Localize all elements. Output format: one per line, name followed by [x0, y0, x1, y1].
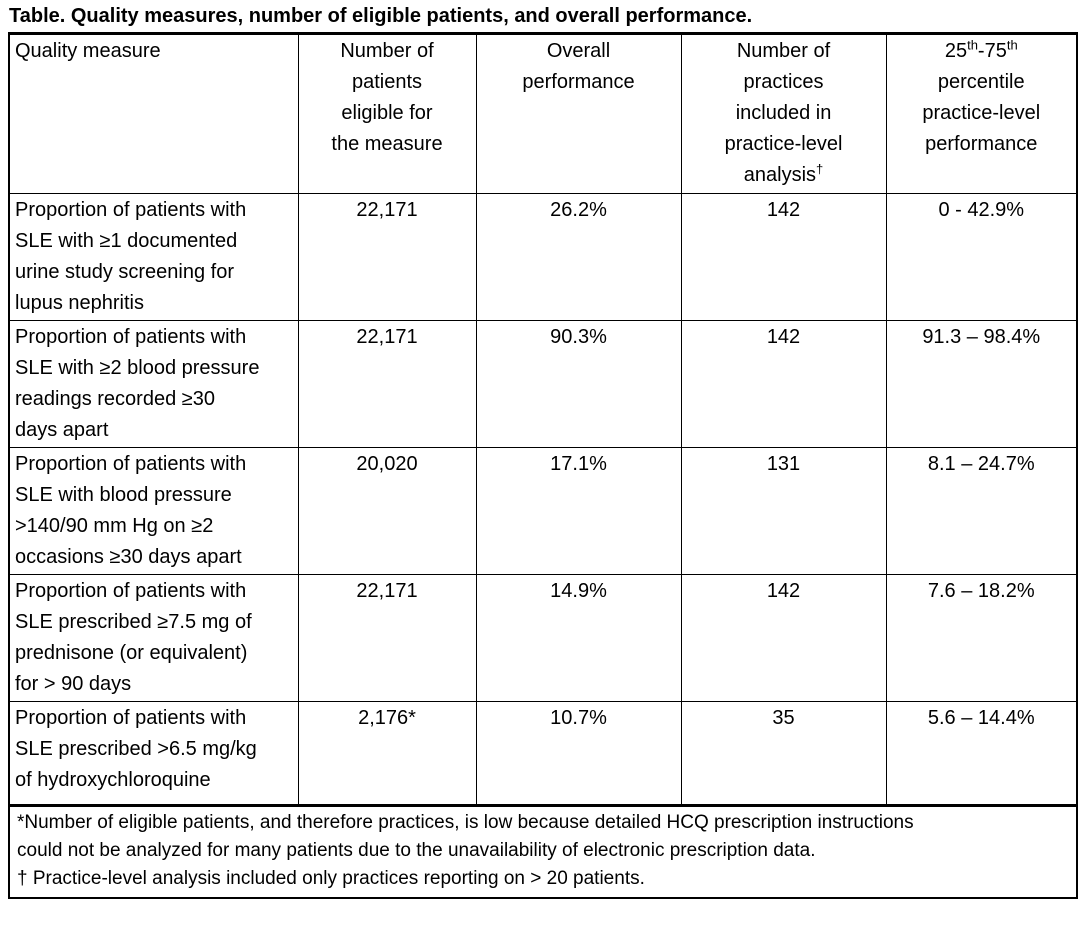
patients-cell: 22,171 [297, 193, 477, 321]
table-row-urine-screening: Proportion of patients with SLE with ≥1 … [8, 193, 1078, 321]
percentile-cell: 8.1 – 24.7% [885, 447, 1078, 575]
performance-cell: 14.9% [475, 574, 682, 702]
header-practices-included: Number of practices included in practice… [680, 33, 887, 194]
percentile-cell: 91.3 – 98.4% [885, 320, 1078, 448]
header-quality-measure: Quality measure [8, 33, 299, 194]
table-row-hypertension: Proportion of patients with SLE with blo… [8, 447, 1078, 575]
measure-cell: Proportion of patients with SLE with ≥2 … [8, 320, 299, 448]
performance-cell: 10.7% [475, 701, 682, 806]
practices-cell: 142 [680, 574, 887, 702]
footnote-asterisk: *Number of eligible patients, and theref… [17, 812, 914, 861]
table-body: Proportion of patients with SLE with ≥1 … [8, 193, 1078, 899]
header-overall-performance: Overall performance [475, 33, 682, 194]
footnote-dagger: † Practice-level analysis included only … [17, 868, 645, 889]
patients-cell: 22,171 [297, 574, 477, 702]
percentile-sup2: th [1006, 37, 1018, 53]
measure-cell: Proportion of patients with SLE prescrib… [8, 701, 299, 806]
table-title: Table. Quality measures, number of eligi… [9, 5, 753, 27]
percentile-base2: -75 [977, 40, 1007, 62]
percentile-cell: 7.6 – 18.2% [885, 574, 1078, 702]
patients-cell: 2,176* [297, 701, 477, 806]
footnote-row: *Number of eligible patients, and theref… [8, 804, 1078, 899]
performance-cell: 26.2% [475, 193, 682, 321]
percentile-sup1: th [967, 37, 978, 53]
document-page: Table. Quality measures, number of eligi… [8, 5, 1078, 899]
header-percentile-range: 25th-75th percentile practice-level perf… [885, 33, 1078, 194]
header-patients-eligible: Number of patients eligible for the meas… [297, 33, 477, 194]
practices-cell: 142 [680, 320, 887, 448]
measure-cell: Proportion of patients with SLE prescrib… [8, 574, 299, 702]
quality-measures-table: Quality measure Number of patients eligi… [8, 32, 1078, 899]
patients-cell: 20,020 [297, 447, 477, 575]
table-row-blood-pressure-readings: Proportion of patients with SLE with ≥2 … [8, 320, 1078, 448]
percentile-cell: 5.6 – 14.4% [885, 701, 1078, 806]
measure-cell: Proportion of patients with SLE with blo… [8, 447, 299, 575]
footnote-cell: *Number of eligible patients, and theref… [8, 804, 1078, 899]
practices-cell: 142 [680, 193, 887, 321]
percentile-cell: 0 - 42.9% [885, 193, 1078, 321]
practices-cell: 131 [680, 447, 887, 575]
percentile-range-line: 25th-75th [892, 36, 1072, 67]
header-practices-text: Number of practices included in practice… [724, 40, 843, 186]
measure-cell: Proportion of patients with SLE with ≥1 … [8, 193, 299, 321]
performance-cell: 90.3% [475, 320, 682, 448]
table-row-hydroxychloroquine: Proportion of patients with SLE prescrib… [8, 701, 1078, 806]
practices-cell: 35 [680, 701, 887, 806]
performance-cell: 17.1% [475, 447, 682, 575]
patients-cell: 22,171 [297, 320, 477, 448]
table-header: Quality measure Number of patients eligi… [8, 33, 1078, 194]
table-row-prednisone: Proportion of patients with SLE prescrib… [8, 574, 1078, 702]
header-row: Quality measure Number of patients eligi… [8, 33, 1078, 194]
percentile-rest: percentile practice-level performance [922, 71, 1041, 155]
percentile-base1: 25 [944, 40, 968, 62]
dagger-marker: † [816, 161, 824, 177]
